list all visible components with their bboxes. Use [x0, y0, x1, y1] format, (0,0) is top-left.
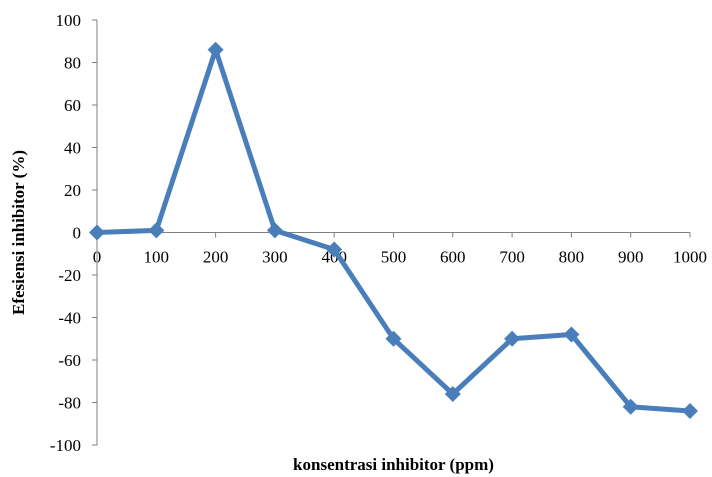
data-point-marker	[682, 403, 698, 419]
y-tick-label: -80	[58, 394, 81, 413]
x-tick-label: 200	[203, 248, 229, 267]
x-tick-label: 300	[262, 248, 288, 267]
data-point-marker	[563, 326, 580, 343]
y-tick-label: -60	[58, 351, 81, 370]
data-point-marker	[504, 330, 521, 347]
data-point-marker	[444, 386, 461, 402]
x-tick-label: 600	[440, 248, 466, 267]
y-tick-label: -20	[58, 266, 81, 285]
y-tick-label: 80	[64, 54, 81, 73]
data-point-marker	[207, 41, 224, 58]
y-tick-label: 60	[64, 96, 81, 115]
series-markers	[89, 41, 698, 419]
y-tick-label: -40	[58, 309, 81, 328]
x-tick-label: 100	[144, 248, 170, 267]
data-point-marker	[326, 241, 343, 258]
x-tick-label: 1000	[673, 248, 707, 267]
y-tick-label: 100	[56, 11, 82, 30]
y-axis-ticks: 100 80 60 40 20 0 -20 -40 -60 -80 -100	[50, 11, 97, 455]
y-tick-label: 40	[64, 139, 81, 158]
x-tick-label: 500	[381, 248, 407, 267]
x-tick-label: 700	[499, 248, 525, 267]
data-point-marker	[89, 224, 105, 241]
x-axis-ticks: 01002003004005006007008009001000	[93, 232, 707, 267]
series-line	[94, 47, 693, 414]
data-point-marker	[148, 222, 165, 239]
x-tick-label: 900	[618, 248, 644, 267]
x-axis-title: konsentrasi inhibitor (ppm)	[293, 455, 494, 474]
y-tick-label: 0	[73, 224, 82, 243]
data-point-marker	[622, 398, 639, 415]
y-tick-label: -100	[50, 436, 81, 455]
x-tick-label: 800	[559, 248, 585, 267]
y-tick-label: 20	[64, 181, 81, 200]
data-point-marker	[385, 330, 402, 347]
y-axis-title: Efesiensi inhibitor (%)	[9, 150, 28, 315]
data-point-marker	[266, 222, 283, 239]
